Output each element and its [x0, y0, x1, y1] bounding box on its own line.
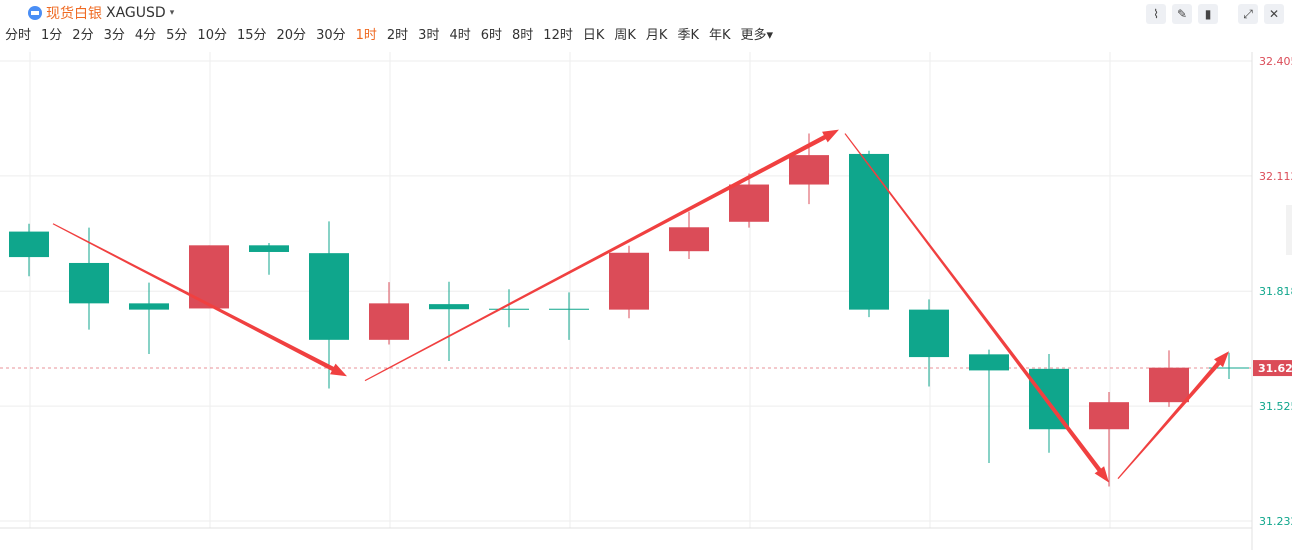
y-tick-label: 31.818: [1259, 285, 1292, 298]
candle-body: [669, 227, 709, 252]
period-tab[interactable]: 4时: [449, 28, 471, 43]
period-tab[interactable]: 3时: [418, 28, 440, 43]
candle-body: [369, 303, 409, 340]
candle-body: [969, 354, 1009, 371]
period-tab[interactable]: 10分: [197, 28, 227, 43]
period-tab[interactable]: 日K: [582, 28, 605, 43]
candle-body: [129, 303, 169, 310]
period-tab[interactable]: 周K: [614, 28, 636, 43]
candle-body: [309, 253, 349, 340]
period-tab[interactable]: 季K: [677, 28, 699, 43]
chart-toolbar: ⌇ ✎ ▮ ⤢ ✕: [1146, 4, 1284, 24]
period-tab[interactable]: 8时: [512, 28, 534, 43]
period-tab[interactable]: 30分: [316, 28, 346, 43]
candle-body: [609, 252, 649, 310]
fullscreen-icon[interactable]: ⤢: [1238, 4, 1258, 24]
close-icon[interactable]: ✕: [1264, 4, 1284, 24]
period-tab[interactable]: 年K: [708, 28, 731, 43]
candle-body: [1089, 402, 1129, 430]
period-tab[interactable]: 1分: [41, 28, 63, 43]
candle-body: [909, 309, 949, 358]
trend-arrow: [52, 223, 347, 377]
period-tab[interactable]: 更多▾: [740, 28, 774, 43]
period-tab[interactable]: 2分: [72, 28, 94, 43]
symbol-name: 现货白银: [46, 6, 102, 22]
period-tab[interactable]: 20分: [276, 28, 307, 43]
symbol-selector[interactable]: 现货白银 XAGUSD ▾: [28, 3, 174, 23]
period-tab[interactable]: 12时: [543, 28, 573, 43]
current-price-label: 31.622: [1258, 362, 1292, 375]
period-tab[interactable]: 分时: [5, 28, 32, 43]
candle-body: [429, 304, 469, 310]
candle-body: [849, 153, 889, 310]
symbol-code: XAGUSD: [106, 5, 166, 21]
draw-icon[interactable]: ✎: [1172, 4, 1192, 24]
period-tab[interactable]: 4分: [134, 28, 157, 43]
period-tabs: 分时 1分 2分 3分 4分 5分 10分 15分 20分 30分 1时 2时 3时 4时 6时 8时 12时日…: [0, 26, 778, 46]
candle-body: [9, 231, 49, 258]
current-price-tag: [1253, 360, 1292, 377]
chart-header: 现货白银 XAGUSD ▾ ⌇ ✎ ▮ ⤢ ✕: [0, 0, 1292, 26]
y-tick-label: 31.232: [1259, 515, 1292, 528]
trend-arrow: [364, 129, 839, 382]
candle-body: [789, 155, 829, 185]
candle-body: [69, 262, 109, 304]
period-tab[interactable]: 5分: [166, 28, 188, 43]
candle-body: [729, 184, 769, 222]
period-tab[interactable]: 2时: [386, 28, 409, 43]
candle-body: [249, 245, 289, 252]
y-tick-label: 31.525: [1259, 400, 1292, 413]
period-tab[interactable]: 3分: [103, 28, 125, 43]
period-tab[interactable]: 15分: [236, 28, 267, 43]
period-tab[interactable]: 6时: [480, 28, 503, 43]
trend-arrow: [1117, 351, 1229, 479]
y-tick-label: 32.112: [1259, 170, 1292, 183]
indicator-icon[interactable]: ⌇: [1146, 4, 1166, 24]
period-tab[interactable]: 月K: [645, 28, 668, 43]
chevron-down-icon: ▾: [169, 8, 175, 18]
candle-type-icon[interactable]: ▮: [1198, 4, 1218, 24]
symbol-icon: [28, 6, 42, 20]
y-tick-label: 32.405: [1259, 55, 1292, 68]
period-tab[interactable]: 1时: [355, 28, 377, 43]
axis-scroll-handle[interactable]: [1286, 205, 1292, 255]
candle-body: [1149, 367, 1189, 403]
trend-arrow: [844, 133, 1109, 483]
